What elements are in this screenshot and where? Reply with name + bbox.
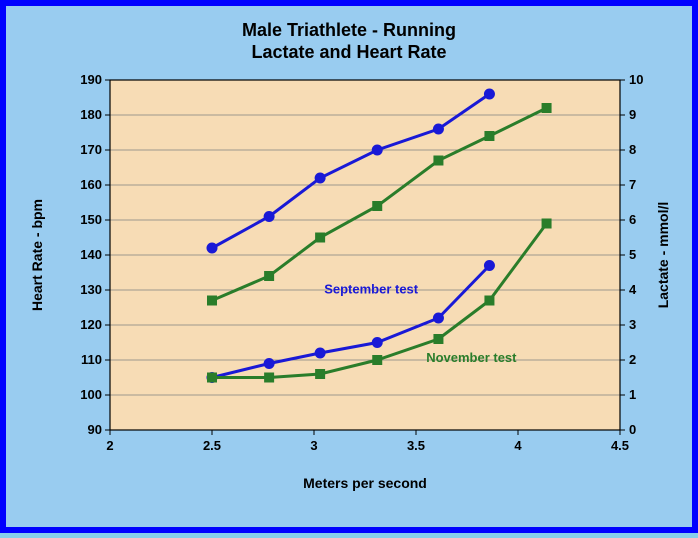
marker-nov-lactate (264, 373, 274, 383)
ytick-left-label: 140 (80, 247, 102, 262)
y-axis-right-label: Lactate - mmol/l (655, 202, 671, 309)
annotation-november: November test (426, 350, 517, 365)
marker-sept-lactate (484, 260, 495, 271)
ytick-left-label: 180 (80, 107, 102, 122)
ytick-right-label: 0 (629, 422, 636, 437)
marker-nov-hr (542, 103, 552, 113)
ytick-left-label: 120 (80, 317, 102, 332)
y-axis-left-label: Heart Rate - bpm (29, 199, 45, 311)
xtick-label: 3 (310, 438, 317, 453)
ytick-right-label: 1 (629, 387, 636, 402)
ytick-left-label: 150 (80, 212, 102, 227)
marker-sept-lactate (315, 348, 326, 359)
ytick-right-label: 3 (629, 317, 636, 332)
ytick-right-label: 9 (629, 107, 636, 122)
ytick-right-label: 4 (629, 282, 637, 297)
ytick-right-label: 5 (629, 247, 636, 262)
ytick-left-label: 160 (80, 177, 102, 192)
ytick-left-label: 170 (80, 142, 102, 157)
ytick-right-label: 7 (629, 177, 636, 192)
marker-sept-hr (264, 211, 275, 222)
marker-nov-hr (372, 201, 382, 211)
ytick-left-label: 130 (80, 282, 102, 297)
marker-nov-hr (484, 131, 494, 141)
marker-nov-lactate (372, 355, 382, 365)
ytick-left-label: 190 (80, 72, 102, 87)
ytick-right-label: 10 (629, 72, 643, 87)
ytick-left-label: 110 (81, 352, 102, 367)
ytick-right-label: 6 (629, 212, 636, 227)
marker-sept-lactate (372, 337, 383, 348)
chart-title-line1: Male Triathlete - Running (242, 20, 456, 40)
xtick-label: 4 (514, 438, 522, 453)
marker-nov-hr (315, 233, 325, 243)
ytick-right-label: 8 (629, 142, 636, 157)
marker-nov-lactate (207, 373, 217, 383)
xtick-label: 2.5 (203, 438, 221, 453)
xtick-label: 4.5 (611, 438, 629, 453)
ytick-right-label: 2 (629, 352, 636, 367)
marker-sept-lactate (433, 313, 444, 324)
marker-nov-lactate (433, 334, 443, 344)
marker-nov-hr (264, 271, 274, 281)
x-axis-label: Meters per second (303, 475, 427, 491)
xtick-label: 3.5 (407, 438, 425, 453)
marker-sept-hr (372, 145, 383, 156)
marker-sept-hr (315, 173, 326, 184)
marker-sept-lactate (264, 358, 275, 369)
ytick-left-label: 100 (80, 387, 102, 402)
marker-sept-hr (207, 243, 218, 254)
marker-sept-hr (484, 89, 495, 100)
marker-nov-hr (433, 156, 443, 166)
chart-title-line2: Lactate and Heart Rate (251, 42, 446, 62)
chart-container: 90 0 100 1 110 2 120 3 130 4 140 5 150 6 160 7 170 8 180 9 1… (0, 0, 698, 533)
marker-nov-lactate (542, 219, 552, 229)
marker-nov-lactate (315, 369, 325, 379)
chart-svg: 90 0 100 1 110 2 120 3 130 4 140 5 150 6 160 7 170 8 180 9 1… (0, 0, 698, 533)
marker-nov-lactate (484, 296, 494, 306)
xtick-label: 2 (106, 438, 113, 453)
annotation-september: September test (324, 282, 419, 297)
marker-sept-hr (433, 124, 444, 135)
marker-nov-hr (207, 296, 217, 306)
ytick-left-label: 90 (88, 422, 102, 437)
